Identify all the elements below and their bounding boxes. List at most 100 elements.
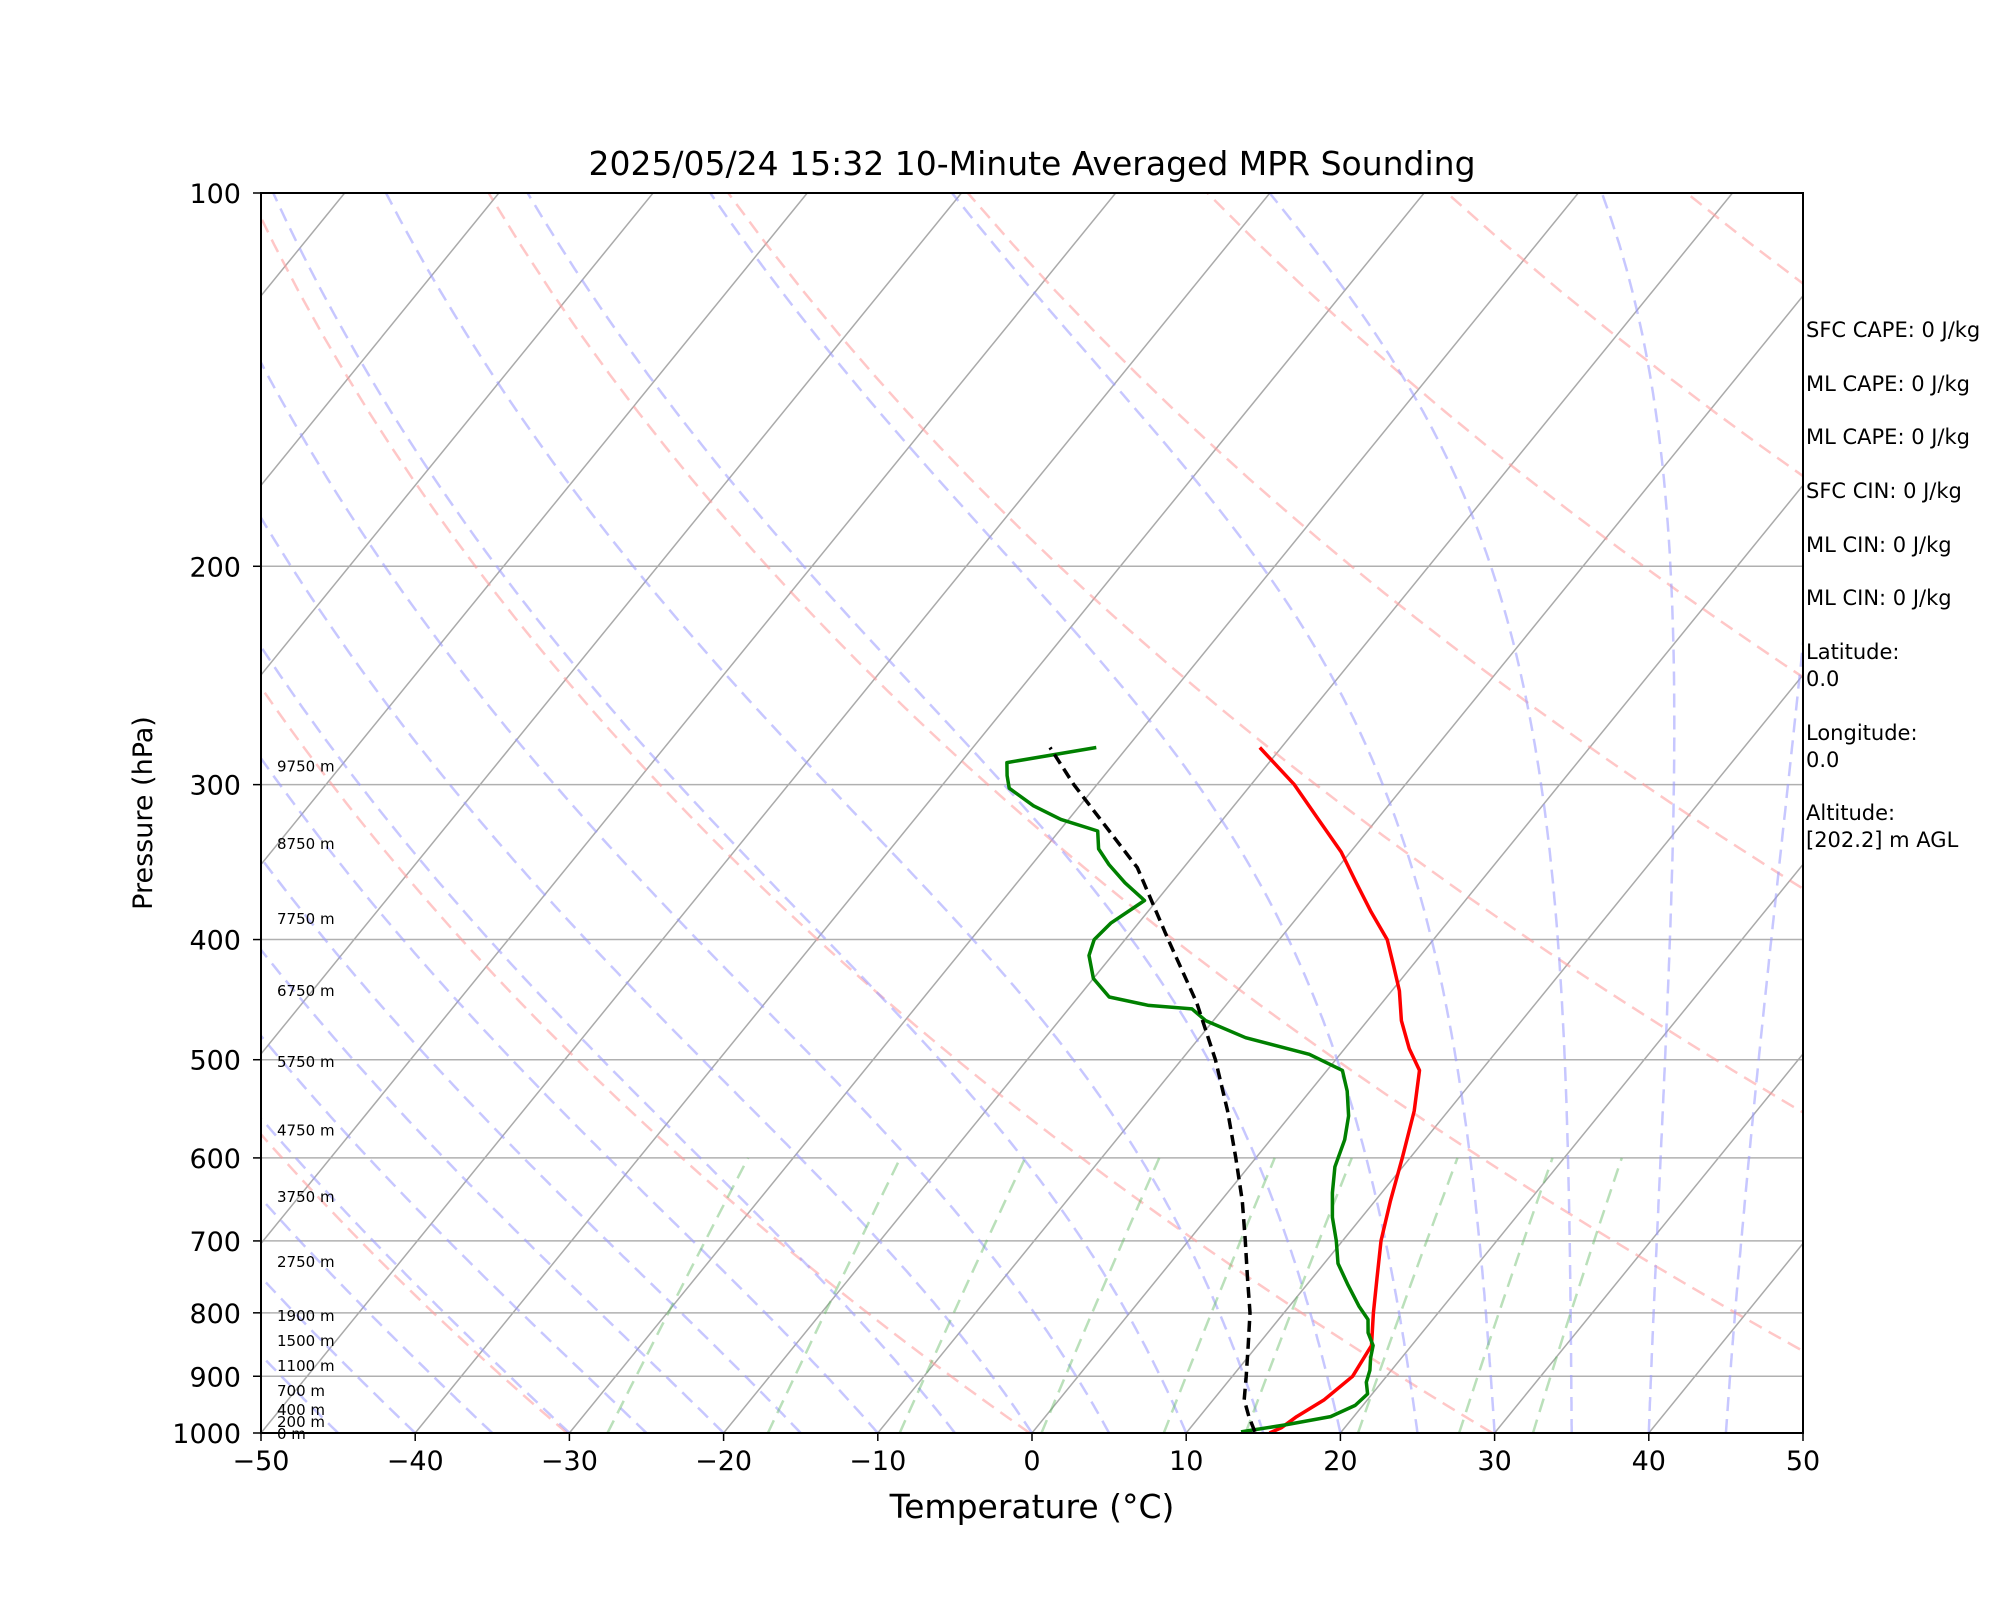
isotherm-line bbox=[0, 193, 36, 1433]
height-label: 9750 m bbox=[277, 757, 335, 775]
isotherm-line bbox=[261, 193, 500, 487]
ml-cin-text-2: ML CIN: 0 J/kg bbox=[1806, 586, 1952, 610]
y-tick-label: 700 bbox=[189, 1227, 241, 1258]
moist-adiabat-line bbox=[261, 756, 879, 1433]
parcel-profile-line bbox=[1048, 746, 1257, 1433]
longitude-label: Longitude: bbox=[1806, 721, 1918, 745]
isotherm-line bbox=[261, 193, 963, 1056]
height-label: 3750 m bbox=[277, 1188, 335, 1206]
y-axis-label: Pressure (hPa) bbox=[128, 716, 159, 910]
isotherm-line bbox=[723, 193, 1734, 1433]
moist-adiabat-line bbox=[261, 947, 725, 1433]
isotherm-line bbox=[1185, 673, 1803, 1433]
dry-adiabat-line bbox=[966, 193, 1803, 891]
y-tick-label: 400 bbox=[189, 926, 241, 957]
isotherm-line bbox=[414, 193, 1425, 1433]
isotherm-line bbox=[568, 193, 1579, 1433]
moist-adiabat-line bbox=[709, 193, 1419, 1433]
moist-adiabat-line bbox=[261, 360, 1111, 1433]
isotherm-line bbox=[1031, 484, 1803, 1433]
y-tick-label: 800 bbox=[189, 1299, 241, 1330]
x-tick-label: −20 bbox=[695, 1446, 752, 1477]
y-tick-label: 600 bbox=[189, 1144, 241, 1175]
dry-adiabat-line bbox=[487, 193, 1803, 1353]
sfc-cin-text: SFC CIN: 0 J/kg bbox=[1806, 479, 1962, 503]
isotherm-line bbox=[261, 193, 1271, 1433]
x-tick-label: −30 bbox=[541, 1446, 598, 1477]
height-label: 8750 m bbox=[277, 835, 335, 853]
ml-cape-text: ML CAPE: 0 J/kg bbox=[1806, 372, 1971, 396]
isotherm-line bbox=[1339, 863, 1803, 1433]
moist-adiabat-line bbox=[261, 1116, 571, 1433]
height-label: 200 m bbox=[277, 1413, 325, 1431]
mixing-ratio-line bbox=[766, 1157, 902, 1433]
dry-adiabat-line bbox=[261, 214, 1493, 1433]
y-tick-label: 500 bbox=[189, 1046, 241, 1077]
x-tick-label: 10 bbox=[1169, 1446, 1203, 1477]
mixing-ratio-line bbox=[606, 1157, 750, 1433]
latitude-label: Latitude: bbox=[1806, 640, 1900, 664]
isotherm-line bbox=[261, 193, 1117, 1245]
sfc-cape-text: SFC CAPE: 0 J/kg bbox=[1806, 318, 1981, 342]
y-tick-label: 900 bbox=[189, 1362, 241, 1393]
isotherm-line bbox=[1494, 1052, 1803, 1433]
mixing-ratio-line bbox=[1457, 1157, 1554, 1433]
dewpoint-profile-line bbox=[1005, 745, 1375, 1433]
x-tick-label: 40 bbox=[1632, 1446, 1666, 1477]
altitude-value: [202.2] m AGL bbox=[1806, 828, 1959, 852]
x-tick-label: −40 bbox=[387, 1446, 444, 1477]
y-tick-label: 1000 bbox=[172, 1419, 241, 1450]
altitude-label: Altitude: bbox=[1806, 801, 1896, 825]
dry-adiabat-line bbox=[261, 1132, 568, 1433]
x-tick-label: 0 bbox=[1023, 1446, 1040, 1477]
moist-adiabat-line bbox=[951, 193, 1496, 1433]
moist-adiabat-line bbox=[526, 193, 1342, 1433]
height-label: 7750 m bbox=[277, 910, 335, 928]
y-tick-label: 100 bbox=[189, 179, 241, 210]
moist-adiabat-line bbox=[1268, 193, 1573, 1433]
dry-adiabat-line bbox=[261, 685, 1031, 1433]
x-tick-label: −10 bbox=[849, 1446, 906, 1477]
height-label: 400 m bbox=[277, 1401, 325, 1419]
moist-adiabat-line bbox=[261, 1353, 339, 1433]
mixing-ratio-line bbox=[1040, 1157, 1161, 1433]
moist-adiabat-line bbox=[384, 193, 1265, 1433]
mixing-ratio-line bbox=[898, 1157, 1027, 1433]
y-tick-label: 200 bbox=[189, 552, 241, 583]
ml-cin-text: ML CIN: 0 J/kg bbox=[1806, 533, 1952, 557]
moist-adiabat-line bbox=[261, 1196, 494, 1433]
height-label: 5750 m bbox=[277, 1053, 335, 1071]
height-label: 1500 m bbox=[277, 1332, 335, 1350]
height-label: 6750 m bbox=[277, 982, 335, 1000]
longitude-value: 0.0 bbox=[1806, 748, 1840, 772]
height-label: 0 m bbox=[277, 1425, 306, 1443]
x-tick-label: −50 bbox=[233, 1446, 290, 1477]
x-tick-label: 50 bbox=[1786, 1446, 1820, 1477]
isotherm-line bbox=[261, 193, 808, 866]
isotherm-line bbox=[877, 294, 1803, 1433]
moist-adiabat-line bbox=[1600, 193, 1676, 1433]
height-label: 1100 m bbox=[277, 1357, 335, 1375]
moist-adiabat-line bbox=[1724, 631, 1803, 1433]
isotherm-line bbox=[261, 193, 346, 298]
height-label: 4750 m bbox=[277, 1121, 335, 1139]
moist-adiabat-line bbox=[261, 856, 802, 1433]
moist-adiabat-line bbox=[272, 193, 1188, 1433]
height-label: 700 m bbox=[277, 1382, 325, 1400]
latitude-value: 0.0 bbox=[1806, 667, 1840, 691]
mixing-ratio-line bbox=[1356, 1157, 1459, 1433]
x-tick-label: 30 bbox=[1477, 1446, 1511, 1477]
isotherm-line bbox=[261, 193, 654, 677]
x-axis-label: Temperature (°C) bbox=[889, 1487, 1175, 1526]
chart-title: 2025/05/24 15:32 10-Minute Averaged MPR … bbox=[588, 144, 1475, 183]
ml-cape-text-2: ML CAPE: 0 J/kg bbox=[1806, 425, 1971, 449]
mixing-ratio-line bbox=[1244, 1157, 1353, 1433]
dry-adiabat-line bbox=[0, 193, 105, 1433]
height-label: 2750 m bbox=[277, 1253, 335, 1271]
mixing-ratio-line bbox=[1531, 1157, 1623, 1433]
moist-adiabat-line bbox=[261, 515, 1034, 1433]
temperature-profile-line bbox=[1258, 746, 1422, 1433]
y-tick-label: 300 bbox=[189, 771, 241, 802]
